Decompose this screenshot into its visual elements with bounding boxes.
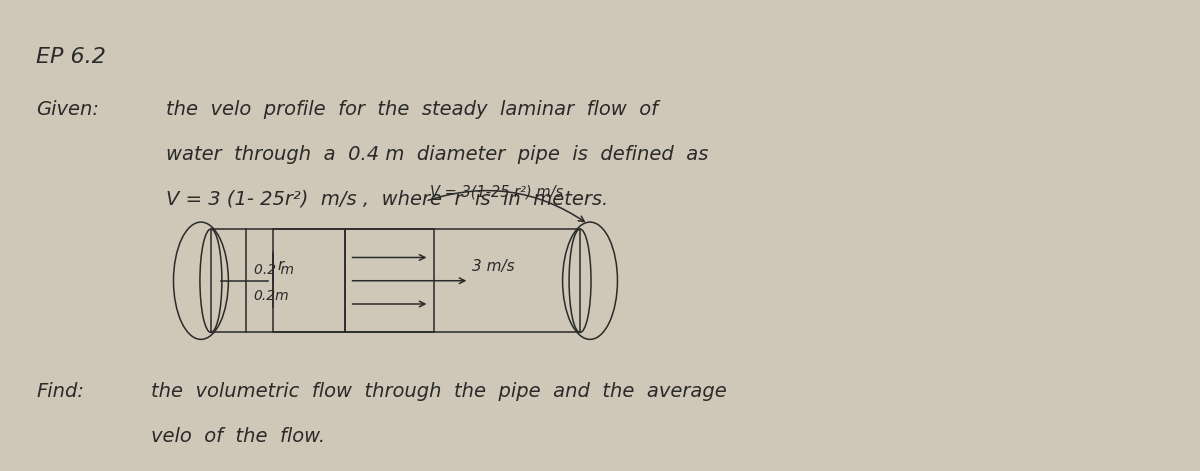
Text: V = 3(1-25 r²) m/s: V = 3(1-25 r²) m/s [431,184,564,199]
Text: the  velo  profile  for  the  steady  laminar  flow  of: the velo profile for the steady laminar … [166,100,658,119]
Text: 3 m/s: 3 m/s [473,259,515,274]
Text: Given:: Given: [36,100,100,119]
Text: 0.2m: 0.2m [254,289,289,303]
Text: water  through  a  0.4 m  diameter  pipe  is  defined  as: water through a 0.4 m diameter pipe is d… [166,145,708,163]
Text: V = 3 (1- 25r²)  m/s ,  where  r  is  in  meters.: V = 3 (1- 25r²) m/s , where r is in mete… [166,189,608,208]
Text: r: r [277,258,284,273]
Text: Find:: Find: [36,382,84,401]
Text: velo  of  the  flow.: velo of the flow. [151,427,325,446]
Bar [344,229,434,333]
Bar [272,229,344,333]
Bar [211,229,580,333]
Text: the  volumetric  flow  through  the  pipe  and  the  average: the volumetric flow through the pipe and… [151,382,727,401]
Text: 0.2 m: 0.2 m [254,263,294,277]
Text: EP 6.2: EP 6.2 [36,47,106,67]
